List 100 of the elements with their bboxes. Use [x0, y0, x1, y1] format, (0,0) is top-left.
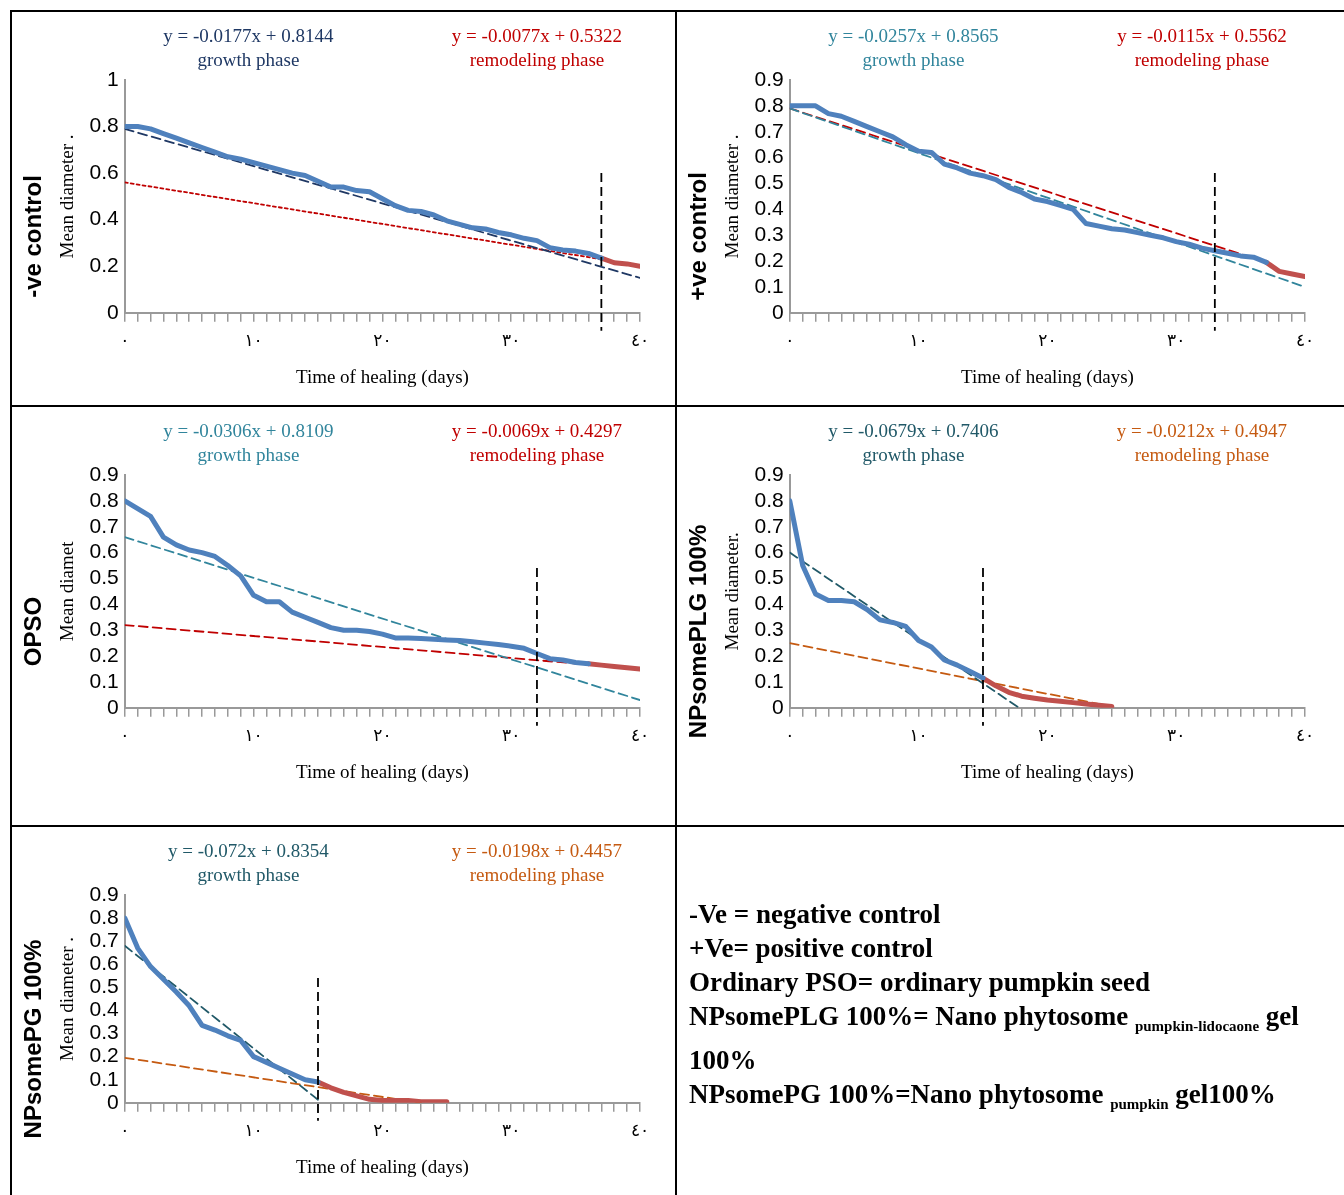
text: OPSO [19, 596, 47, 667]
x-axis-title: Time of healing (days) [295, 365, 469, 388]
text: growth phase [862, 49, 965, 70]
y-tick-label: 0.3 [754, 222, 784, 245]
y-axis-title: Mean diameter. [721, 532, 743, 651]
text: remodeling phase [1134, 49, 1270, 70]
y-tick-label: 0.7 [89, 513, 119, 537]
y-tick-label: 0.5 [754, 170, 784, 194]
text: y = -0.0679x + 0.7406 [828, 420, 999, 441]
y-tick-label: 0.4 [89, 591, 120, 615]
text: -ve control [19, 175, 47, 298]
text: y = -0.0177x + 0.8144 [163, 25, 335, 46]
y-tick-label: 0.2 [754, 642, 784, 666]
x-axis-title: Time of healing (days) [960, 760, 1134, 783]
text: NPsomePG 100% [19, 939, 47, 1139]
y-tick-label: 0.5 [89, 974, 119, 998]
y-tick-label: 0.1 [754, 668, 784, 692]
y-tick-label: 0.2 [89, 1043, 119, 1067]
x-tick-label: ٤٠ [630, 1120, 650, 1141]
y-tick-label: 0.1 [89, 1066, 119, 1090]
x-tick-label: ٢٠ [373, 725, 392, 746]
y-axis-title: Mean diameter . [56, 936, 78, 1061]
text: y = -0.0069x + 0.4297 [451, 420, 623, 441]
x-tick-label: ١٠ [244, 725, 263, 746]
x-tick-label: ٣٠ [502, 725, 521, 746]
text: -Ve = negative control [689, 898, 942, 931]
text: NPsomePG 100%=Nano phytosome $_{pumpkin}$ gel100% [689, 1078, 1277, 1115]
y-tick-label: 0.1 [754, 273, 784, 297]
y-tick-label: 0.6 [89, 159, 119, 183]
x-tick-label: ٣٠ [1167, 725, 1186, 746]
text: growth phase [197, 444, 300, 465]
y-tick-label: 0.7 [754, 118, 784, 142]
y-tick-label: 0.2 [89, 253, 119, 277]
text: y = -0.0212x + 0.4947 [1116, 420, 1288, 441]
y-axis-title: Mean diamet [56, 540, 78, 642]
y-tick-label: 0.8 [89, 487, 119, 511]
text: y = -0.0306x + 0.8109 [163, 420, 334, 441]
y-tick-label: 0.3 [754, 617, 784, 640]
y-tick-label: 0.5 [89, 565, 119, 589]
x-tick-label: ٤٠ [1295, 725, 1315, 746]
y-tick-label: 0.7 [754, 513, 784, 537]
x-tick-label: ١٠ [909, 330, 928, 351]
y-tick-label: 0 [107, 694, 119, 718]
text: remodeling phase [1134, 444, 1270, 465]
text: +Ve= positive control [689, 932, 934, 965]
x-tick-label: ٤٠ [630, 330, 650, 351]
y-tick-label: 0.6 [89, 951, 119, 975]
text: remodeling phase [469, 864, 605, 885]
text: y = -0.0198x + 0.4457 [451, 840, 623, 861]
y-tick-label: 0.8 [89, 904, 119, 928]
text: y = -0.0115x + 0.5562 [1117, 25, 1287, 46]
x-tick-label: ٢٠ [1038, 725, 1057, 746]
y-tick-label: 0.6 [754, 144, 784, 168]
text: remodeling phase [469, 49, 605, 70]
text: y = -0.0257x + 0.8565 [828, 25, 999, 46]
y-tick-label: 0.7 [89, 927, 119, 951]
x-axis-title: Time of healing (days) [960, 365, 1134, 388]
y-tick-label: 0.3 [89, 617, 119, 640]
y-tick-label: 0.6 [89, 539, 119, 563]
y-tick-label: 0 [772, 694, 784, 718]
x-tick-label: ٠ [120, 330, 130, 351]
text: NPsomePLG 100% [684, 524, 712, 739]
y-tick-label: 0.4 [89, 206, 120, 230]
x-tick-label: ٢٠ [373, 1120, 392, 1141]
text: Ordinary PSO= ordinary pumpkin seed [689, 966, 1151, 999]
x-tick-label: ١٠ [244, 330, 263, 351]
y-tick-label: 0.6 [754, 539, 784, 563]
text: remodeling phase [469, 444, 605, 465]
x-tick-label: ٣٠ [502, 330, 521, 351]
x-axis-title: Time of healing (days) [295, 1155, 469, 1178]
y-tick-label: 0.8 [754, 487, 784, 511]
x-tick-label: ٢٠ [1038, 330, 1057, 351]
x-axis-title: Time of healing (days) [295, 760, 469, 783]
y-tick-label: 0 [772, 299, 784, 323]
y-tick-label: 1 [107, 66, 119, 90]
x-tick-label: ٠ [785, 725, 795, 746]
y-tick-label: 0.8 [754, 92, 784, 116]
y-tick-label: 0.9 [754, 66, 784, 90]
y-tick-label: 0.9 [89, 461, 119, 485]
x-tick-label: ٤٠ [630, 725, 650, 746]
y-tick-label: 0.2 [89, 642, 119, 666]
text: growth phase [197, 864, 300, 885]
y-tick-label: 0.5 [754, 565, 784, 589]
text: growth phase [862, 444, 965, 465]
x-tick-label: ١٠ [244, 1120, 263, 1141]
y-tick-label: 0.4 [754, 591, 785, 615]
x-tick-label: ٠ [120, 725, 130, 746]
y-axis-title: Mean diameter . [721, 134, 743, 259]
x-tick-label: ٠ [785, 330, 795, 351]
y-tick-label: 0.4 [754, 196, 785, 220]
y-tick-label: 0.9 [89, 881, 119, 905]
y-tick-label: 0.2 [754, 247, 784, 271]
x-tick-label: ٤٠ [1295, 330, 1315, 351]
x-tick-label: ١٠ [909, 725, 928, 746]
y-tick-label: 0 [107, 1089, 119, 1113]
y-tick-label: 0.9 [754, 461, 784, 485]
text: y = -0.0077x + 0.5322 [451, 25, 623, 46]
y-tick-label: 0.4 [89, 997, 120, 1021]
x-tick-label: ٠ [120, 1120, 130, 1141]
text: +ve control [684, 172, 712, 301]
